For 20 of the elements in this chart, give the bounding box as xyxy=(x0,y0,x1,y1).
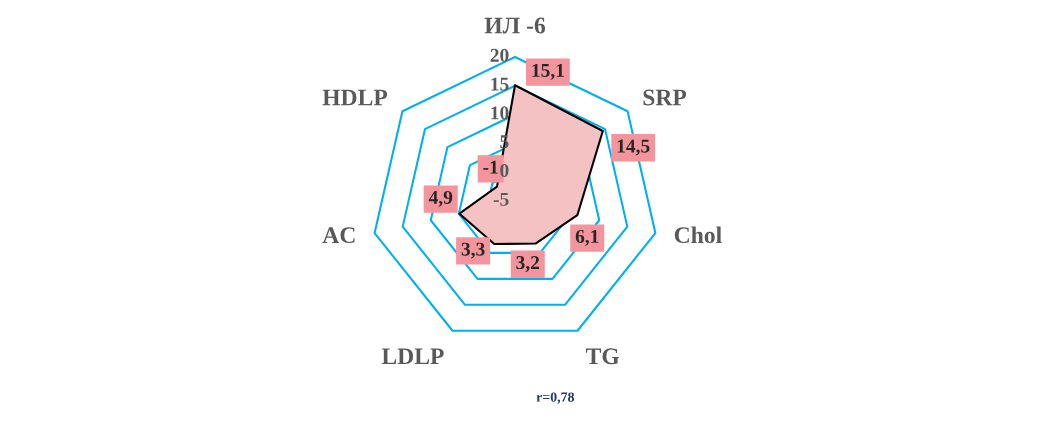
data-label: -1 xyxy=(483,160,498,174)
data-label: 4,9 xyxy=(428,190,453,207)
y-tick-label: 10 xyxy=(491,106,509,120)
data-label: 14,5 xyxy=(617,139,650,156)
text: r=0,78 xyxy=(536,392,575,404)
y-tick-label: 20 xyxy=(490,48,509,62)
spoke-label: TG xyxy=(585,348,620,365)
spoke-label: AC xyxy=(322,227,355,244)
data-label: 3,2 xyxy=(516,256,540,272)
spoke-label: LDLP xyxy=(381,348,444,365)
spoke-label: HDLP xyxy=(322,89,388,106)
spoke-label: Chol xyxy=(674,226,722,244)
spoke-label: SRP xyxy=(643,89,687,106)
y-tick-label: 0 xyxy=(500,163,509,178)
y-tick-label: 15 xyxy=(491,77,509,91)
data-label: 6,1 xyxy=(575,229,599,246)
data-label: 15,1 xyxy=(532,63,564,80)
spoke-label: ИЛ -6 xyxy=(484,17,546,34)
data-label: 3,3 xyxy=(461,242,485,259)
y-tick-label: -5 xyxy=(493,192,509,206)
